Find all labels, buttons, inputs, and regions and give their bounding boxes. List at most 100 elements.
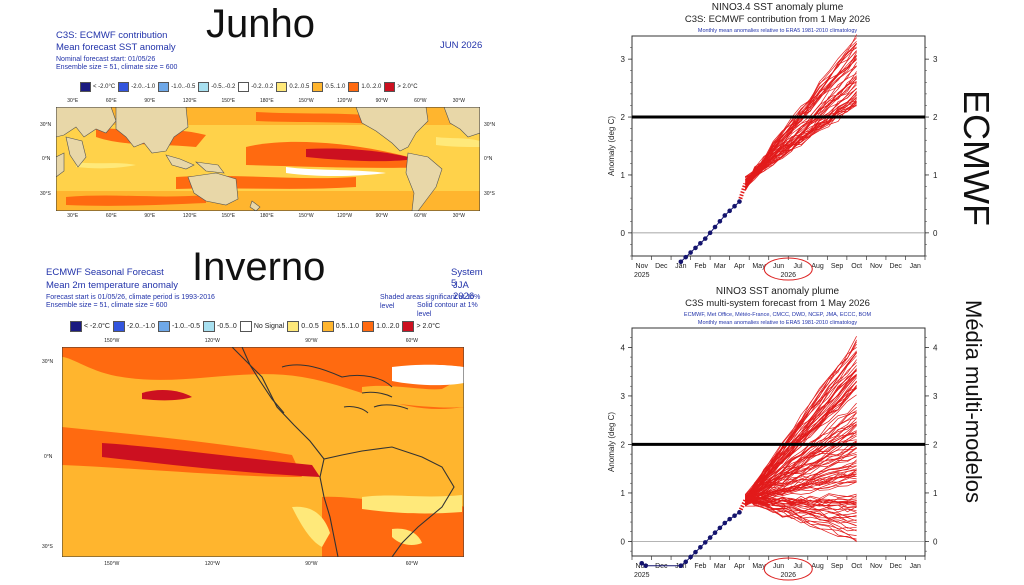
- x-tick-label: Feb: [694, 563, 706, 570]
- lon-label: 90°E: [144, 98, 156, 104]
- x-tick-label: Jun: [773, 563, 784, 570]
- lon-label: 60°W: [405, 561, 419, 567]
- lon-label: 150°W: [104, 561, 120, 567]
- y-axis-label: Anomaly (deg C): [607, 412, 616, 472]
- lon-label: 150°E: [221, 213, 236, 219]
- lon-label: 120°E: [182, 213, 197, 219]
- observed-point: [688, 250, 693, 255]
- lon-label: 90°W: [305, 561, 318, 567]
- map2-lat-1: 0°N: [44, 454, 53, 460]
- map2-title-2: Mean 2m temperature anomaly: [46, 280, 179, 291]
- ensemble-line: [745, 469, 857, 505]
- legend-swatch: [238, 82, 250, 92]
- label-inverno: Inverno: [192, 245, 326, 289]
- observed-point: [712, 530, 718, 536]
- legend-label: 1.0..2.0: [361, 84, 382, 90]
- x-tick-label: Nov: [636, 563, 649, 570]
- legend-item: < -2.0°C: [70, 321, 110, 332]
- map2-legend: < -2.0°C -2.0..-1.0 -1.0..-0.5 -0.5..0 No Si…: [70, 321, 440, 332]
- legend-swatch: [287, 321, 300, 332]
- x-tick-label: Feb: [694, 263, 706, 270]
- map2-sub-1: Forecast start is 01/05/26, climate peri…: [46, 294, 215, 301]
- legend-item: 0..0.5: [287, 321, 319, 332]
- x-tick-label: Nov: [870, 563, 883, 570]
- observed-point: [693, 245, 698, 251]
- ensemble-line: [745, 440, 857, 506]
- y-tick-label: 2: [621, 440, 626, 449]
- x-tick-label: Jul: [794, 263, 803, 270]
- ensemble-line: [745, 501, 857, 526]
- ensemble-line: [745, 423, 857, 501]
- legend-item: < -2.0°C: [80, 82, 115, 92]
- ensemble-line: [745, 421, 857, 501]
- observed-point: [678, 259, 684, 265]
- ensemble-line: [744, 362, 857, 505]
- legend-label: < -2.0°C: [84, 323, 110, 330]
- x-tick-label: Dec: [655, 263, 668, 270]
- y-tick-label-right: 3: [933, 55, 938, 64]
- sst-map-panel: C3S: ECMWF contribution Mean forecast SS…: [40, 28, 495, 228]
- ensemble-line: [745, 500, 857, 518]
- ensemble-line: [745, 80, 857, 188]
- legend-item: 0.2..0.5: [276, 82, 309, 92]
- highlight-circle: [763, 557, 813, 581]
- map2-system: System 5: [451, 267, 483, 289]
- x-tick-label: Oct: [851, 563, 862, 570]
- x-tick-label: Jun: [773, 263, 784, 270]
- observed-point: [698, 240, 703, 246]
- lon-label: 60°W: [414, 213, 427, 219]
- legend-label: -2.0..-1.0: [126, 323, 155, 330]
- y-tick-label-right: 2: [933, 440, 938, 449]
- plume2-subtitle: C3S multi-system forecast from 1 May 202…: [685, 298, 870, 309]
- y-tick-label-right: 1: [933, 171, 938, 180]
- map1-sub-2: Ensemble size = 51, climate size = 600: [56, 64, 178, 71]
- plume1-subtitle: C3S: ECMWF contribution from 1 May 2026: [684, 14, 871, 25]
- lon-label: 30°W: [452, 213, 465, 219]
- map2-lon-top: 150°W 120°W 90°W 60°W: [62, 338, 464, 346]
- label-ecmwf: ECMWF: [956, 90, 997, 226]
- legend-swatch: [70, 321, 82, 332]
- label-junho: Junho: [206, 2, 315, 46]
- ensemble-line: [744, 71, 857, 189]
- ensemble-line: [744, 339, 857, 507]
- observed-point: [737, 510, 742, 515]
- lon-label: 30°W: [452, 98, 465, 104]
- observed-point: [683, 559, 689, 565]
- observed-point: [717, 525, 723, 531]
- observed-point: [702, 236, 708, 241]
- transition-segment: [737, 499, 748, 514]
- ensemble-line: [745, 412, 857, 497]
- y-tick-label-right: 3: [933, 392, 938, 401]
- map1-sub-1: Nominal forecast start: 01/05/26: [56, 56, 156, 63]
- lon-label: 30°E: [67, 98, 79, 104]
- x-tick-label: Jul: [794, 563, 803, 570]
- observed-point: [683, 254, 689, 260]
- legend-swatch: [239, 321, 252, 332]
- x-tick-label: Mar: [714, 263, 727, 270]
- y-tick-label: 0: [621, 229, 626, 238]
- observed-point: [732, 513, 737, 519]
- x-tick-label: Aug: [811, 263, 824, 270]
- legend-swatch: [118, 82, 130, 92]
- y-tick-label: 3: [621, 55, 626, 64]
- map2-lon-bottom: 150°W 120°W 90°W 60°W: [62, 561, 464, 569]
- plot-frame: [631, 327, 926, 557]
- ensemble-line: [745, 424, 857, 505]
- year-label: 2025: [634, 272, 650, 279]
- ensemble-line: [745, 351, 857, 500]
- lon-label: 90°W: [375, 98, 388, 104]
- observed-point: [678, 563, 684, 569]
- legend-label: 1.0..2.0: [376, 323, 400, 330]
- lon-label: 30°E: [67, 213, 79, 219]
- x-tick-label: Mar: [714, 563, 727, 570]
- legend-label: 0.5..1.0: [335, 323, 360, 330]
- y-tick-label: 1: [621, 171, 626, 180]
- legend-swatch: [157, 321, 170, 332]
- x-tick-label: Dec: [655, 563, 668, 570]
- legend-swatch: [321, 321, 334, 332]
- legend-swatch: [80, 82, 91, 92]
- ensemble-line: [745, 430, 857, 498]
- y-tick-label: 0: [621, 537, 626, 546]
- map1-lat-left-2: 30°S: [40, 191, 51, 197]
- ensemble-line: [745, 82, 857, 183]
